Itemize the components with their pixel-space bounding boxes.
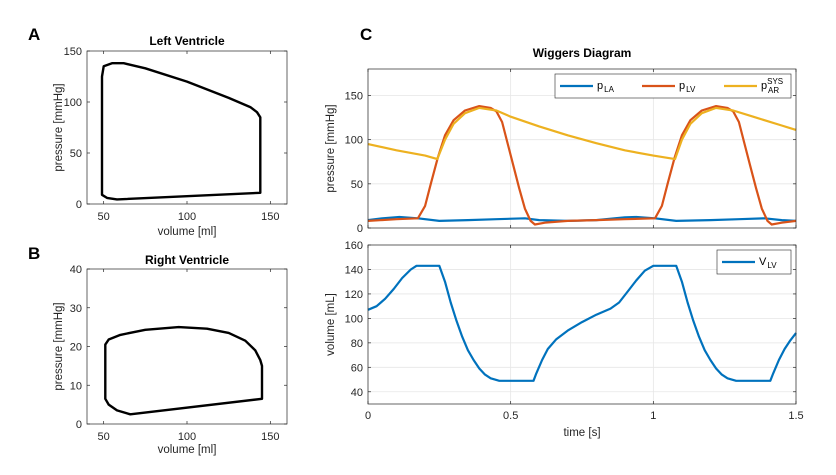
legend-label-base: p <box>761 80 767 92</box>
y-tick-label: 60 <box>351 362 363 374</box>
legend-label: pSYS AR <box>761 77 783 95</box>
y-axis-label: pressure [mmHg] <box>53 302 65 390</box>
y-tick-label: 0 <box>357 223 363 235</box>
y-tick-label: 50 <box>351 179 363 191</box>
legend-item: pLV <box>642 80 696 94</box>
y-tick-label: 40 <box>70 264 82 276</box>
chart-title: Left Ventricle <box>149 34 225 48</box>
y-tick-label: 0 <box>76 419 82 431</box>
series-line-p-LV <box>367 105 797 226</box>
legend-label: pLV <box>679 80 696 94</box>
y-tick-label: 0 <box>76 199 82 211</box>
chart-0: 50 100 150 0 50 100 150 Left Ventricle volume [m… <box>53 34 288 238</box>
x-tick-label: 50 <box>98 211 110 223</box>
series-line-p-AR <box>367 106 797 161</box>
x-tick-label: 150 <box>261 211 279 223</box>
plot-area <box>87 51 287 204</box>
y-tick-label: 20 <box>70 342 82 354</box>
legend-item: pSYS AR <box>724 77 783 95</box>
y-tick-label: 80 <box>351 338 363 350</box>
y-tick-label: 100 <box>345 313 363 325</box>
y-tick-label: 100 <box>64 97 82 109</box>
legend-label-base: p <box>597 80 603 92</box>
chart-3: 0 0.5 1 1.5 40 60 80 100 120 140 160 time [s] volume… <box>325 240 804 439</box>
x-tick-label: 0 <box>365 410 371 422</box>
y-tick-label: 100 <box>345 135 363 147</box>
x-tick-label: 0.5 <box>503 410 518 422</box>
axes-box <box>367 244 797 405</box>
legend-label-superscript: SYS <box>767 77 783 86</box>
axes-box <box>367 68 797 229</box>
y-axis-label: pressure [mmHg] <box>325 104 337 192</box>
chart-1: 50 100 150 0 10 20 30 40 Right Ventricle volume [… <box>53 253 288 456</box>
chart-title: Right Ventricle <box>145 253 229 267</box>
panel-label-b: B <box>28 244 40 263</box>
x-tick-label: 150 <box>261 431 279 443</box>
y-tick-label: 150 <box>345 91 363 103</box>
y-axis-label: pressure [mmHg] <box>53 83 65 171</box>
x-tick-label: 50 <box>98 431 110 443</box>
legend-item: pLA <box>560 80 615 94</box>
series-line-pv-loop <box>100 62 262 201</box>
legend-item: VLV <box>722 256 777 270</box>
y-tick-label: 120 <box>345 289 363 301</box>
y-tick-label: 160 <box>345 240 363 252</box>
chart-title: Wiggers Diagram <box>533 46 632 60</box>
panel-label-a: A <box>28 25 40 44</box>
series-line-V-LV <box>367 264 797 382</box>
x-tick-label: 100 <box>178 431 196 443</box>
y-tick-label: 30 <box>70 303 82 315</box>
y-tick-label: 50 <box>70 148 82 160</box>
series-line-pv-loop <box>104 325 264 416</box>
y-tick-label: 40 <box>351 387 363 399</box>
legend-label-base: V <box>759 256 767 268</box>
x-tick-label: 1.5 <box>788 410 803 422</box>
x-tick-label: 100 <box>178 211 196 223</box>
legend-label-subscript: LV <box>686 85 696 94</box>
chart-2: 0 50 100 150 Wiggers Diagram pressure [mmHg] p… <box>325 46 797 235</box>
legend-label-subscript: LA <box>604 85 614 94</box>
legend-label: pLA <box>597 80 615 94</box>
legend: pLA pLV pSYS AR <box>554 73 792 99</box>
y-axis-label: volume [mL] <box>325 293 337 356</box>
y-tick-label: 10 <box>70 380 82 392</box>
x-tick-label: 1 <box>650 410 656 422</box>
panel-label-c: C <box>360 25 372 44</box>
legend-label: VLV <box>759 256 777 270</box>
x-axis-label: volume [ml] <box>158 444 217 456</box>
x-axis-label: time [s] <box>563 427 600 439</box>
y-tick-label: 140 <box>345 264 363 276</box>
y-tick-label: 150 <box>64 46 82 58</box>
legend-label-base: p <box>679 80 685 92</box>
plot-area <box>87 269 287 424</box>
legend: VLV <box>716 249 792 275</box>
legend-label-subscript: AR <box>768 86 779 95</box>
legend-label-subscript: LV <box>767 261 777 270</box>
x-axis-label: volume [ml] <box>158 226 217 238</box>
